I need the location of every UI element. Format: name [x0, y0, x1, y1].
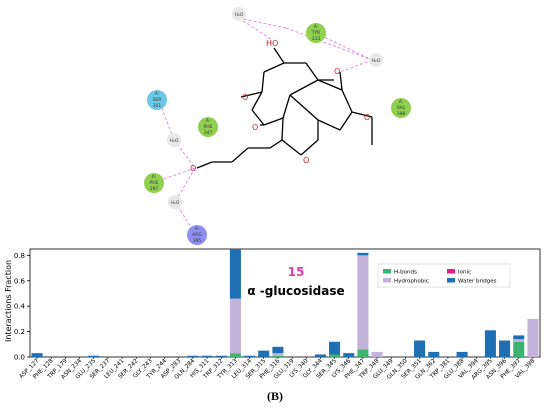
residue-tyr313: A: TYR 313: [306, 23, 326, 43]
bar-hydrophobic: [527, 318, 539, 357]
residue-val398: A: VAL 398: [391, 98, 411, 118]
hbond-lines: [154, 17, 373, 236]
bar-water-bridges: [343, 353, 355, 357]
bar-h-bonds: [357, 349, 369, 357]
residue-name: ARG: [192, 232, 202, 238]
legend-label: Hydrophobic: [394, 279, 429, 285]
residue-chain: A:: [152, 174, 157, 180]
bar-h-bonds: [229, 353, 241, 357]
residue-ser351: A: SER 351: [147, 90, 167, 110]
residue-phe397: A: PHE 397: [144, 173, 164, 193]
residue-chain: A:: [206, 118, 211, 124]
bar-hydrophobic: [371, 351, 383, 357]
residue-arg395: A: ARG 395: [187, 225, 207, 245]
bar-hydrophobic: [513, 339, 525, 342]
water-4: H₂O: [168, 195, 182, 209]
carbonyl-oxygen-atom: O: [334, 67, 340, 76]
residue-number: 397: [150, 186, 159, 192]
y-tick-label: 0.8: [14, 252, 25, 260]
ring-oxygen-atom: O: [242, 93, 248, 102]
plot-frame: [29, 248, 541, 358]
bar-water-bridges: [258, 350, 270, 357]
molecule-skeleton: [196, 47, 373, 169]
interactions-bar-chart: 0.0 0.2 0.4 0.6 0.8 ASP_127PHE_128TRP_179ASN…: [4, 248, 541, 381]
interaction-diagram: HO O O O O O O H₂O H₂O H₂O H₂O A: TYR 31…: [144, 7, 411, 245]
bar-water-bridges: [414, 340, 426, 357]
residue-number: 398: [397, 111, 406, 117]
residue-name: SER: [153, 97, 162, 103]
y-tick-label: 0.2: [14, 328, 25, 336]
bar-water-bridges: [215, 355, 227, 357]
bar-hydrophobic: [229, 298, 241, 354]
residue-phe347: A: PHE 347: [198, 117, 218, 137]
water-label: H₂O: [170, 138, 179, 144]
residue-name: TYR: [311, 30, 321, 36]
y-axis-label: Interactions Fraction: [4, 260, 13, 342]
residue-name: VAL: [397, 105, 406, 111]
bar-water-bridges: [513, 335, 525, 340]
aldehyde-oxygen-atom: O: [190, 164, 196, 173]
methoxy-oxygen-atom: O: [364, 113, 370, 122]
bar-water-bridges: [272, 346, 284, 354]
bar-water-bridges: [456, 351, 468, 357]
residue-number: 395: [193, 238, 202, 244]
residue-chain: A:: [195, 226, 200, 232]
bar-water-bridges: [244, 355, 256, 357]
residue-number: 313: [312, 36, 321, 42]
legend-swatch: [447, 278, 455, 283]
x-axis: ASP_127PHE_128TRP_179ASN_234GLU_235SER_2…: [18, 357, 537, 381]
bar-hydrophobic: [357, 255, 369, 350]
legend-label: Ionic: [458, 270, 471, 276]
bar-water-bridges: [484, 330, 496, 357]
legend-swatch: [447, 269, 455, 274]
annotation-title: α -glucosidase: [247, 284, 344, 298]
legend-box: [377, 263, 511, 288]
lactone-oxygen-atom: O: [252, 123, 258, 132]
bar-hydrophobic: [272, 353, 284, 356]
plot-border: [29, 248, 541, 358]
water-3: H₂O: [167, 133, 181, 147]
bar-water-bridges: [357, 252, 369, 256]
bar-water-bridges: [88, 355, 100, 357]
bar-h-bonds: [513, 341, 525, 357]
water-1: H₂O: [232, 7, 246, 21]
annotation-number: 15: [288, 265, 305, 279]
water-2: H₂O: [369, 53, 383, 67]
legend-label: H-bonds: [394, 270, 417, 276]
y-axis: 0.0 0.2 0.4 0.6 0.8: [14, 252, 30, 362]
legend: H-bonds Ionic Hydrophobic Water bridges: [377, 263, 511, 288]
water-label: H₂O: [372, 58, 381, 64]
furan-oxygen-atom: O: [303, 156, 309, 165]
legend-label: Water bridges: [458, 279, 497, 285]
bar-water-bridges: [329, 341, 341, 355]
bar-h-bonds: [272, 355, 284, 357]
y-tick-label: 0.6: [14, 277, 26, 285]
water-label: H₂O: [171, 200, 180, 206]
bar-water-bridges: [187, 355, 199, 357]
bar-water-bridges: [428, 351, 440, 357]
legend-swatch: [383, 278, 391, 283]
bar-water-bridges: [314, 354, 326, 357]
y-tick-label: 0.4: [14, 303, 26, 311]
bar-water-bridges: [201, 355, 213, 357]
residue-chain: A:: [155, 91, 160, 97]
residue-number: 351: [153, 103, 162, 109]
residue-chain: A:: [314, 24, 319, 30]
water-label: H₂O: [235, 12, 244, 18]
legend-swatch: [383, 269, 391, 274]
hydroxyl-atom: HO: [266, 39, 278, 48]
bars: [31, 249, 539, 357]
residue-number: 347: [204, 130, 213, 136]
bar-water-bridges: [499, 340, 511, 357]
residue-chain: A:: [399, 99, 404, 105]
bar-h-bonds: [329, 354, 341, 357]
residue-name: PHE: [204, 124, 213, 130]
bar-water-bridges: [229, 249, 241, 299]
bar-water-bridges: [31, 353, 43, 357]
figure-caption: (B): [267, 389, 283, 403]
residue-name: PHE: [150, 180, 159, 186]
y-tick-label: 0.0: [14, 354, 25, 362]
